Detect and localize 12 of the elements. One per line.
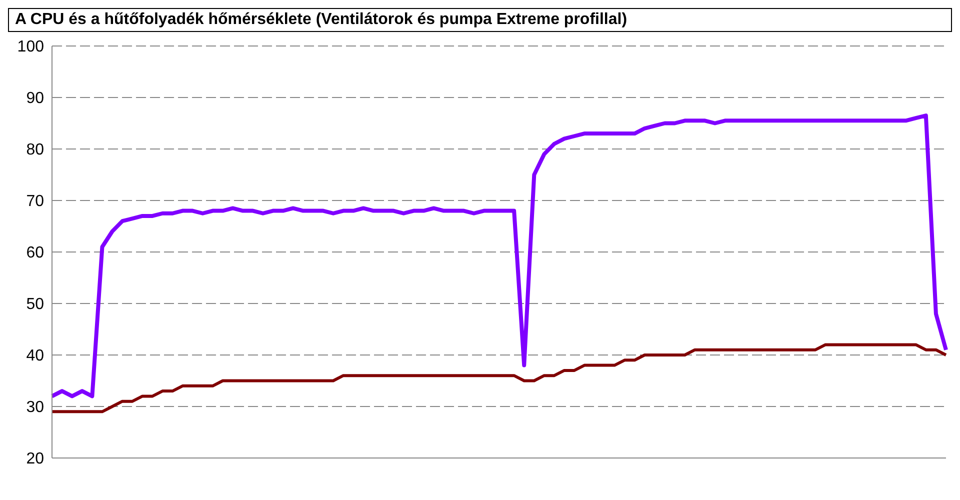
y-tick-label: 50	[26, 296, 44, 314]
y-tick-label: 40	[26, 348, 44, 365]
chart-title: A CPU és a hűtőfolyadék hőmérséklete (Ventilátorok és pumpa Extreme profillal)	[8, 8, 952, 32]
y-tick-label: 20	[26, 450, 44, 468]
line-series	[50, 114, 948, 398]
y-tick-label: 90	[26, 90, 44, 108]
y-tick-label: 80	[26, 142, 44, 159]
y-tick-label: 60	[26, 244, 44, 262]
y-tick-label: 70	[26, 193, 44, 210]
y-tick-label: 100	[17, 38, 44, 56]
y-tick-label: 30	[26, 399, 44, 416]
line-series	[50, 343, 948, 414]
